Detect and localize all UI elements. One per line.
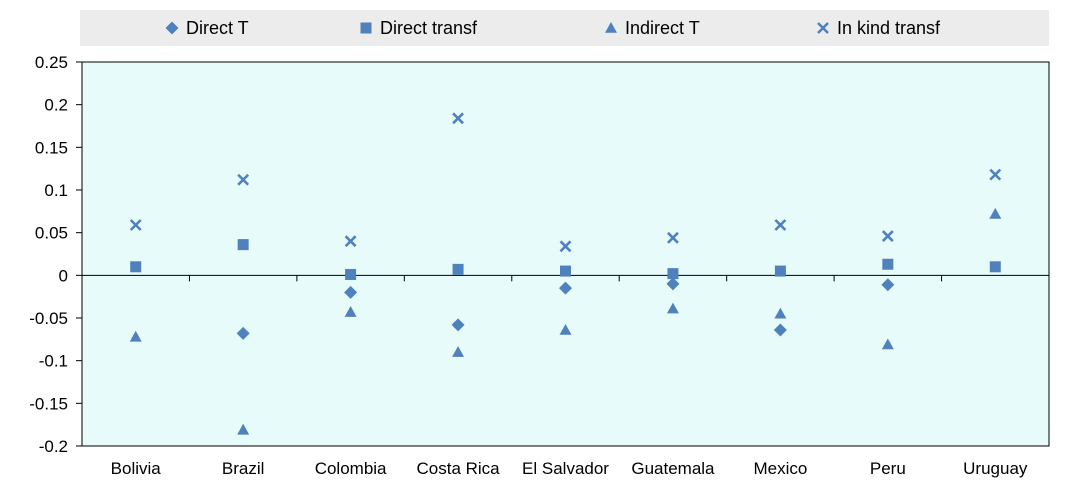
data-point [774,265,786,277]
x-tick-label: Peru [870,459,906,478]
data-point [560,265,571,277]
y-tick-label: 0.05 [35,224,68,243]
data-point [129,219,142,231]
y-axis: -0.2 -0.15 -0.1 -0.05 0 0.05 0.1 0.15 0.2 0.25 [29,53,82,456]
legend-item: Direct T [165,18,249,38]
legend-item: Direct transf [360,18,478,38]
data-point [774,219,787,231]
legend-label: In kind transf [837,18,941,38]
y-tick-label: 0 [59,266,68,285]
data-point [559,281,572,295]
data-point [237,173,250,186]
y-tick-label: 0.15 [35,138,68,157]
x-tick-label: Uruguay [963,459,1028,478]
data-point [344,285,358,299]
y-tick-label: 0.1 [44,181,68,200]
data-point [666,302,679,314]
x-tick-label: Guatemala [631,459,715,478]
legend-marker [165,21,179,35]
data-point [344,235,357,248]
data-point [452,263,464,275]
series-indirect-t [129,207,1002,435]
data-point [667,268,679,280]
x-tick-label: Bolivia [111,459,162,478]
legend-marker [360,22,372,34]
legend: Direct T Direct transf Indirect T In kind t… [165,18,941,38]
x-tick-label: Mexico [753,459,807,478]
data-point [989,261,1001,273]
x-tick-label: Colombia [315,459,387,478]
data-point [452,112,464,125]
data-point [989,168,1002,181]
data-point [882,258,894,270]
y-tick-label: -0.2 [39,437,68,456]
legend-label: Direct T [186,18,249,38]
data-point [559,240,572,253]
legend-background [80,10,1049,46]
y-tick-label: -0.15 [29,394,68,413]
data-point [451,318,465,332]
y-tick-label: 0.2 [44,96,68,115]
plot-area [81,61,1050,447]
y-tick-label: 0.25 [35,53,68,72]
series-layer [129,112,1002,435]
series-direct-t [236,277,895,340]
data-point [236,326,250,340]
legend-label: Direct transf [380,18,478,38]
data-point [773,323,787,337]
data-point [881,338,894,350]
x-tick-label: El Salvador [522,459,609,478]
x-tick-label: Costa Rica [416,459,500,478]
legend-marker [605,22,617,33]
y-tick-label: -0.1 [39,352,68,371]
data-point [559,323,572,335]
data-point [666,277,680,291]
data-point [881,230,894,242]
data-point [774,307,787,319]
data-point [989,207,1002,219]
data-point [237,239,249,251]
x-tick-label: Brazil [222,459,265,478]
series-in-kind-transf [129,112,1002,253]
y-tick-label: -0.05 [29,309,68,328]
data-point [344,306,357,317]
legend-marker [817,22,829,34]
legend-label: Indirect T [625,18,700,38]
data-point [881,278,895,292]
data-point [129,330,142,342]
data-point [452,346,465,357]
data-point [667,231,679,244]
legend-item: Indirect T [605,18,700,38]
series-direct-transf [130,239,1001,280]
data-point [130,261,142,273]
data-point [345,268,357,280]
data-point [237,423,250,435]
legend-item: In kind transf [817,18,941,38]
